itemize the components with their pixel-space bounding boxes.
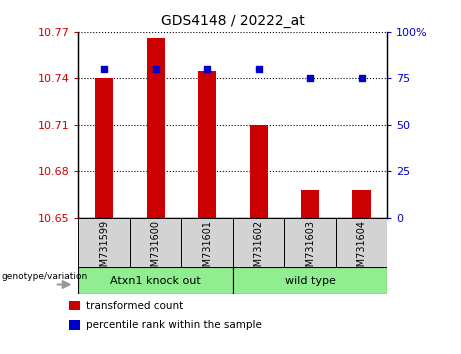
- Text: wild type: wild type: [284, 275, 336, 286]
- Text: GSM731604: GSM731604: [356, 220, 366, 279]
- Text: percentile rank within the sample: percentile rank within the sample: [86, 320, 262, 330]
- Bar: [78, 218, 130, 267]
- Text: transformed count: transformed count: [86, 301, 183, 310]
- Bar: [181, 218, 233, 267]
- Bar: [69, 301, 80, 310]
- Point: [152, 66, 160, 72]
- Bar: [284, 218, 336, 267]
- Text: GSM731600: GSM731600: [151, 220, 160, 279]
- Text: GSM731599: GSM731599: [99, 220, 109, 279]
- Bar: [95, 78, 113, 218]
- Point: [203, 66, 211, 72]
- Bar: [233, 218, 284, 267]
- Bar: [69, 320, 80, 330]
- Point: [358, 75, 365, 81]
- Bar: [78, 267, 233, 294]
- Bar: [147, 38, 165, 218]
- Bar: [301, 190, 319, 218]
- Bar: [249, 125, 267, 218]
- Point: [100, 66, 108, 72]
- Text: genotype/variation: genotype/variation: [1, 272, 88, 281]
- Bar: [233, 267, 387, 294]
- Text: Atxn1 knock out: Atxn1 knock out: [110, 275, 201, 286]
- Text: GSM731603: GSM731603: [305, 220, 315, 279]
- Point: [306, 75, 313, 81]
- Text: GSM731601: GSM731601: [202, 220, 212, 279]
- Bar: [336, 218, 387, 267]
- Bar: [353, 190, 371, 218]
- Title: GDS4148 / 20222_at: GDS4148 / 20222_at: [161, 14, 305, 28]
- Text: GSM731602: GSM731602: [254, 220, 264, 279]
- Bar: [130, 218, 181, 267]
- Point: [255, 66, 262, 72]
- Bar: [198, 70, 216, 218]
